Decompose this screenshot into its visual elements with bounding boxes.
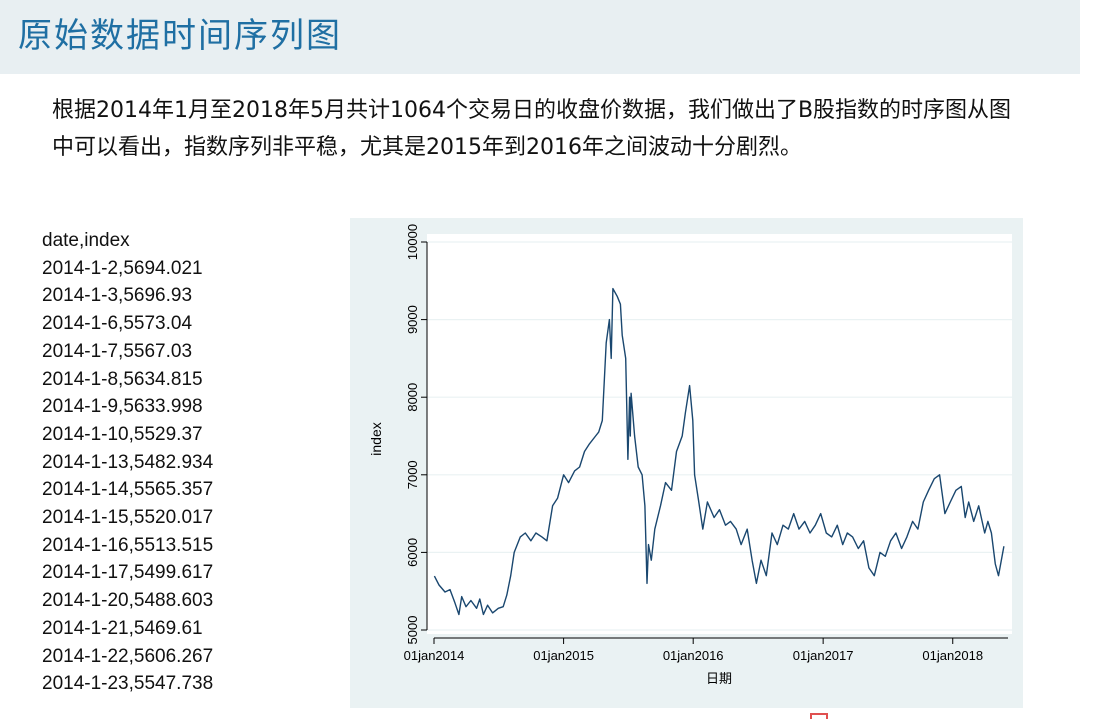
- title-bar: 原始数据时间序列图: [0, 0, 1080, 74]
- y-tick-label: 7000: [405, 460, 420, 489]
- x-tick-label: 01jan2017: [793, 648, 854, 663]
- y-tick-label: 10000: [405, 224, 420, 260]
- data-row: 2014-1-6,5573.04: [42, 313, 193, 335]
- data-row: 2014-1-13,5482.934: [42, 451, 214, 473]
- data-row: 2014-1-23,5547.738: [42, 673, 214, 695]
- description-paragraph: 根据2014年1月至2018年5月共计1064个交易日的收盘价数据，我们做出了B…: [52, 98, 1012, 160]
- data-row: 2014-1-14,5565.357: [42, 479, 214, 501]
- data-table: date,index 2014-1-2,5694.021 2014-1-3,56…: [42, 227, 213, 698]
- data-table-header: date,index: [42, 230, 130, 251]
- data-row: 2014-1-8,5634.815: [42, 368, 203, 390]
- data-row: 2014-1-10,5529.37: [42, 423, 203, 445]
- x-axis-title: 日期: [706, 672, 732, 687]
- data-row: 2014-1-3,5696.93: [42, 285, 193, 307]
- corner-marker: [810, 713, 828, 719]
- y-tick-label: 9000: [405, 305, 420, 334]
- data-row: 2014-1-16,5513.515: [42, 534, 214, 556]
- chart-panel: 5000 6000 7000 8000 9000 10000 01jan2014 01jan2…: [350, 218, 1023, 708]
- data-row: 2014-1-9,5633.998: [42, 396, 203, 418]
- x-tick-label: 01jan2014: [404, 648, 465, 663]
- data-row: 2014-1-21,5469.61: [42, 617, 203, 639]
- data-row: 2014-1-15,5520.017: [42, 507, 214, 529]
- y-axis-title: index: [368, 422, 384, 455]
- plot-area: [427, 234, 1012, 634]
- x-tick-label: 01jan2015: [533, 648, 594, 663]
- y-tick-label: 6000: [405, 538, 420, 567]
- data-row: 2014-1-20,5488.603: [42, 590, 214, 612]
- y-tick-label: 5000: [405, 616, 420, 645]
- x-tick-label: 01jan2016: [663, 648, 724, 663]
- y-tick-label: 8000: [405, 383, 420, 412]
- page-title: 原始数据时间序列图: [18, 16, 342, 56]
- data-row: 2014-1-2,5694.021: [42, 257, 203, 279]
- data-row: 2014-1-22,5606.267: [42, 645, 214, 667]
- x-tick-label: 01jan2018: [922, 648, 983, 663]
- data-row: 2014-1-7,5567.03: [42, 340, 193, 362]
- time-series-chart: 5000 6000 7000 8000 9000 10000 01jan2014 01jan2…: [368, 224, 1012, 687]
- series-line-index: [433, 287, 1005, 616]
- data-row: 2014-1-17,5499.617: [42, 562, 214, 584]
